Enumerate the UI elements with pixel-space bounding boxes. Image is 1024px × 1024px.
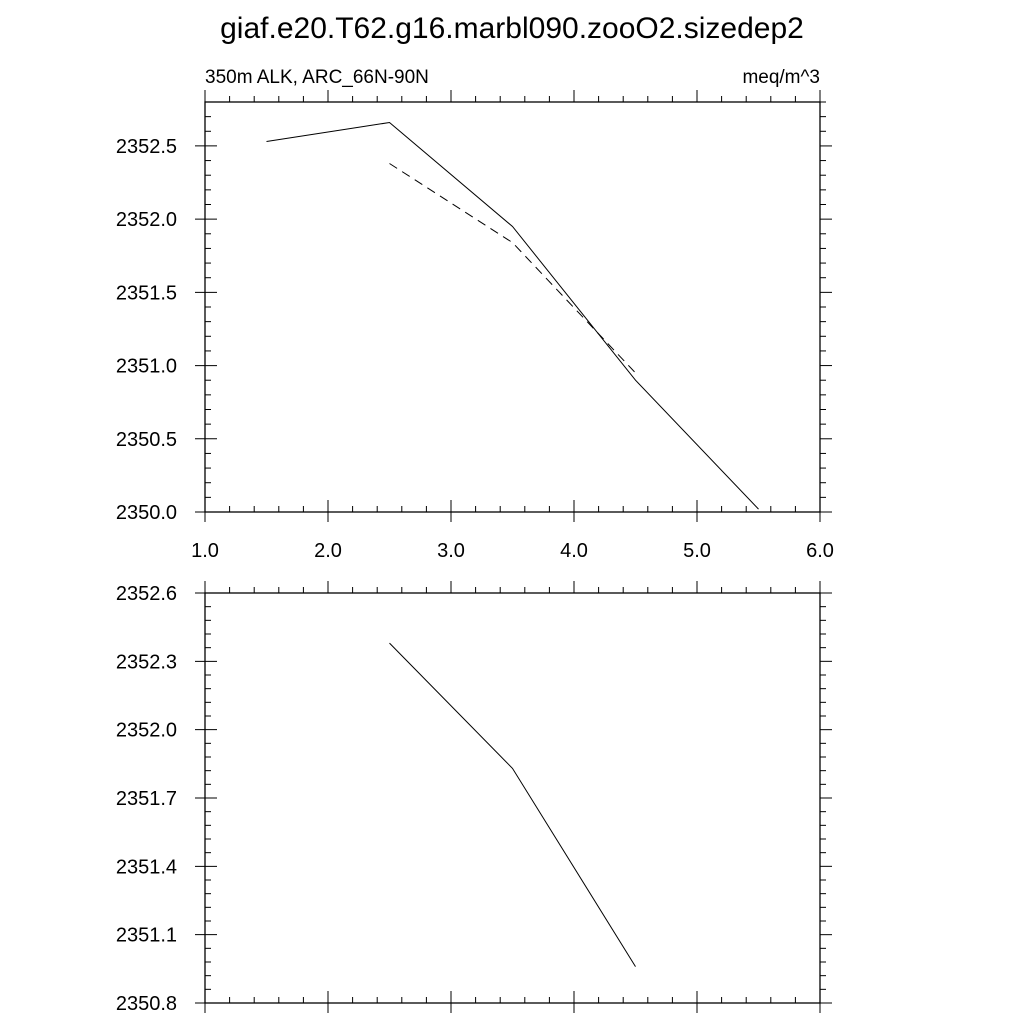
- y-tick-label: 2351.1: [116, 925, 177, 947]
- plot-frame: [204, 101, 821, 513]
- y-tick-label: 2351.0: [116, 356, 177, 378]
- top-panel: 350m ALK, ARC_66N-90N meq/m^3 1.0 2.0 3.0 4…: [116, 67, 834, 562]
- y-tick-label: 2352.5: [116, 136, 177, 158]
- series-line-dashed: [389, 163, 636, 374]
- y-tick-label: 2352.6: [116, 583, 177, 605]
- x-tick-label: 4.0: [560, 540, 588, 562]
- y-tick-label: 2351.4: [116, 856, 177, 878]
- chart-title: giaf.e20.T62.g16.marbl090.zooO2.sizedep2: [220, 12, 804, 45]
- y-tick-label: 2352.0: [116, 209, 177, 231]
- plot-frame: [204, 592, 821, 1004]
- x-tick-label: 2.0: [314, 540, 342, 562]
- y-tick-label: 2350.8: [116, 993, 177, 1015]
- x-tick-label: 3.0: [437, 540, 465, 562]
- series-line-solid: [266, 121, 759, 510]
- series-line-solid: [389, 642, 636, 967]
- bottom-panel-plot: 2350.8 2351.1 2351.4 2351.7 2352.0 2352.3 2352…: [116, 581, 832, 1015]
- y-tick-label: 2350.0: [116, 502, 177, 524]
- y-tick-label: 2350.5: [116, 429, 177, 451]
- top-panel-left-label: 350m ALK, ARC_66N-90N: [205, 67, 429, 88]
- x-tick-label: 1.0: [191, 540, 219, 562]
- x-tick-label: 6.0: [806, 540, 834, 562]
- x-tick-label: 5.0: [683, 540, 711, 562]
- top-panel-right-label: meq/m^3: [742, 67, 820, 88]
- y-tick-label: 2352.0: [116, 720, 177, 742]
- bottom-panel: 2350.8 2351.1 2351.4 2351.7 2352.0 2352.3 2352…: [116, 581, 832, 1015]
- y-tick-label: 2352.3: [116, 651, 177, 673]
- top-panel-plot: 1.0 2.0 3.0 4.0 5.0 6.0 2350.0 2350.5 2351.0 2351…: [116, 90, 834, 562]
- y-tick-label: 2351.5: [116, 282, 177, 304]
- y-tick-label: 2351.7: [116, 788, 177, 810]
